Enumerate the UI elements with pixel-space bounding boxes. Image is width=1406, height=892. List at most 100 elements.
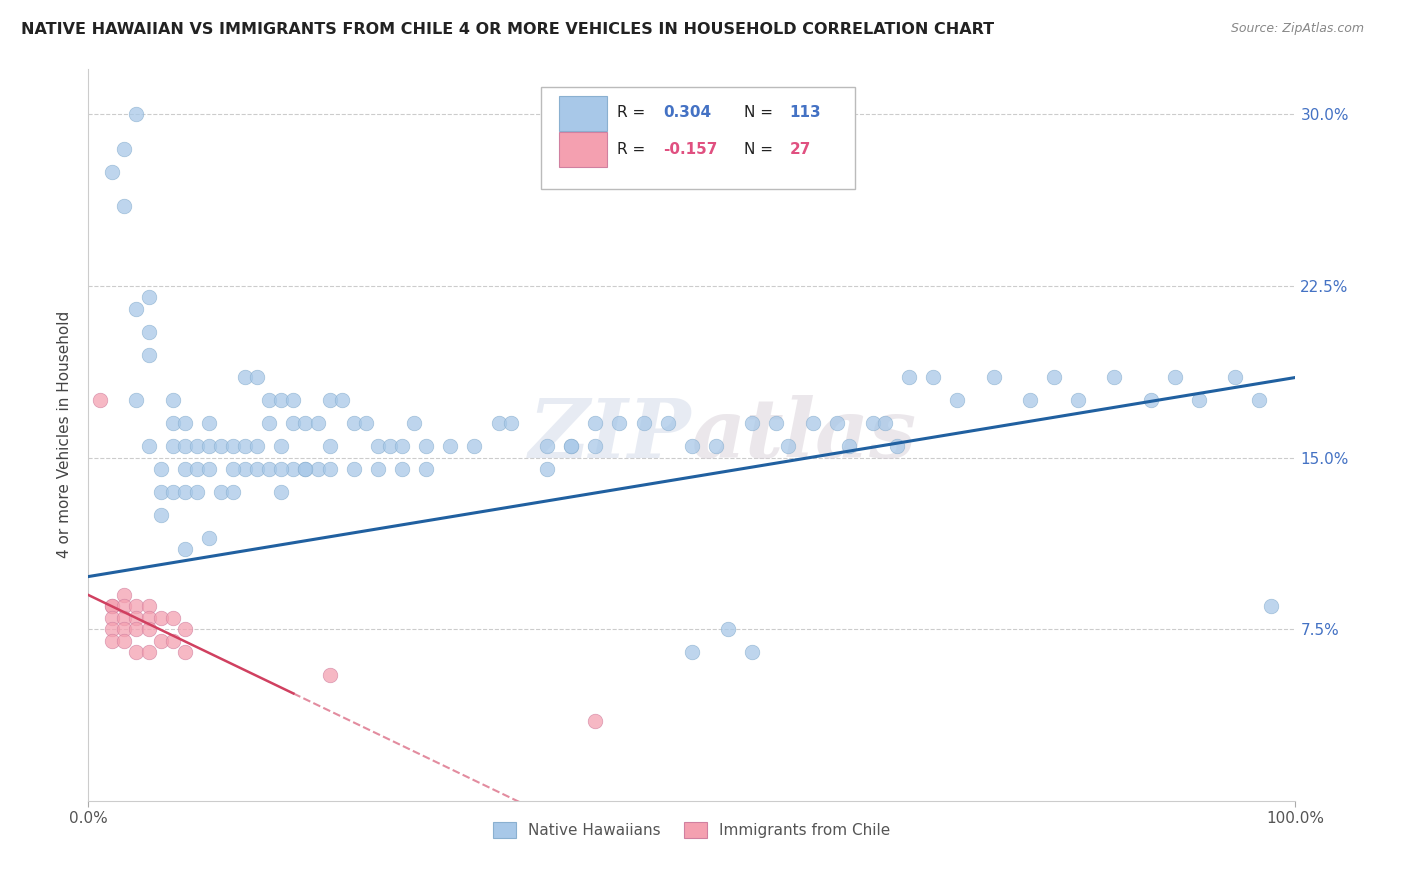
- Point: [233, 439, 256, 453]
- Point: [222, 462, 245, 476]
- Point: [330, 393, 353, 408]
- Point: [149, 508, 172, 522]
- Point: [886, 439, 908, 453]
- Text: 27: 27: [790, 142, 811, 157]
- Point: [1139, 393, 1161, 408]
- Point: [101, 599, 124, 614]
- Text: R =: R =: [617, 105, 650, 120]
- Point: [101, 164, 124, 178]
- Point: [112, 622, 135, 636]
- Point: [186, 462, 208, 476]
- Point: [125, 645, 148, 659]
- Point: [173, 622, 195, 636]
- Point: [704, 439, 727, 453]
- Text: 0.304: 0.304: [662, 105, 711, 120]
- Point: [162, 417, 184, 431]
- Text: N =: N =: [744, 105, 778, 120]
- Point: [101, 611, 124, 625]
- Point: [162, 439, 184, 453]
- Point: [222, 439, 245, 453]
- Point: [825, 417, 848, 431]
- Point: [125, 611, 148, 625]
- Point: [378, 439, 401, 453]
- Legend: Native Hawaiians, Immigrants from Chile: Native Hawaiians, Immigrants from Chile: [486, 816, 897, 845]
- Point: [765, 417, 787, 431]
- Text: -0.157: -0.157: [662, 142, 717, 157]
- Point: [583, 439, 606, 453]
- Point: [173, 484, 195, 499]
- Point: [222, 484, 245, 499]
- Point: [318, 462, 340, 476]
- Point: [89, 393, 111, 408]
- Point: [149, 462, 172, 476]
- Point: [488, 417, 510, 431]
- Point: [560, 439, 582, 453]
- Point: [101, 622, 124, 636]
- Point: [583, 417, 606, 431]
- Point: [162, 393, 184, 408]
- Point: [983, 370, 1005, 384]
- Point: [246, 462, 269, 476]
- Text: Source: ZipAtlas.com: Source: ZipAtlas.com: [1230, 22, 1364, 36]
- Point: [1043, 370, 1066, 384]
- Y-axis label: 4 or more Vehicles in Household: 4 or more Vehicles in Household: [58, 311, 72, 558]
- Point: [838, 439, 860, 453]
- Point: [609, 417, 631, 431]
- Point: [246, 370, 269, 384]
- Point: [1188, 393, 1211, 408]
- Point: [404, 417, 426, 431]
- Point: [499, 417, 522, 431]
- Point: [946, 393, 969, 408]
- Point: [1067, 393, 1090, 408]
- Point: [138, 439, 160, 453]
- Point: [1260, 599, 1282, 614]
- Point: [741, 645, 763, 659]
- Text: atlas: atlas: [692, 394, 917, 475]
- Point: [560, 439, 582, 453]
- Text: NATIVE HAWAIIAN VS IMMIGRANTS FROM CHILE 4 OR MORE VEHICLES IN HOUSEHOLD CORRELA: NATIVE HAWAIIAN VS IMMIGRANTS FROM CHILE…: [21, 22, 994, 37]
- Text: N =: N =: [744, 142, 778, 157]
- Point: [125, 599, 148, 614]
- Point: [101, 599, 124, 614]
- Point: [233, 462, 256, 476]
- Point: [294, 417, 316, 431]
- Point: [778, 439, 800, 453]
- Point: [1223, 370, 1246, 384]
- Point: [198, 417, 221, 431]
- Text: R =: R =: [617, 142, 650, 157]
- Point: [209, 484, 232, 499]
- Point: [112, 599, 135, 614]
- Point: [112, 611, 135, 625]
- Point: [415, 439, 437, 453]
- Point: [536, 439, 558, 453]
- Point: [198, 531, 221, 545]
- Point: [741, 417, 763, 431]
- Point: [367, 462, 389, 476]
- Point: [1104, 370, 1126, 384]
- Point: [186, 484, 208, 499]
- Point: [138, 348, 160, 362]
- Point: [138, 622, 160, 636]
- Point: [1018, 393, 1040, 408]
- Point: [270, 484, 292, 499]
- Point: [318, 393, 340, 408]
- Point: [173, 439, 195, 453]
- Point: [657, 417, 679, 431]
- Point: [294, 462, 316, 476]
- Point: [439, 439, 461, 453]
- Point: [138, 645, 160, 659]
- Point: [173, 542, 195, 557]
- Point: [318, 668, 340, 682]
- Point: [138, 325, 160, 339]
- Point: [125, 301, 148, 316]
- Point: [112, 588, 135, 602]
- Point: [283, 393, 305, 408]
- Point: [1249, 393, 1271, 408]
- Point: [294, 462, 316, 476]
- Point: [125, 393, 148, 408]
- Point: [343, 417, 366, 431]
- Text: ZIP: ZIP: [529, 394, 692, 475]
- Point: [138, 611, 160, 625]
- Point: [149, 633, 172, 648]
- Point: [391, 462, 413, 476]
